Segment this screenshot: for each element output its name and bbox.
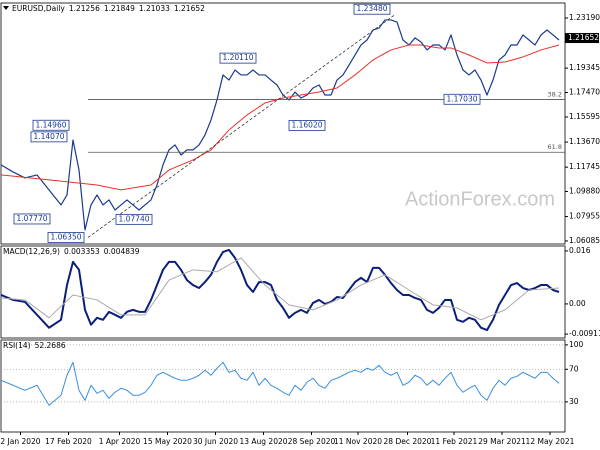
y-tick-label: 0.00 <box>569 299 586 308</box>
annotation-box <box>13 213 51 225</box>
series-line <box>0 257 560 321</box>
header-value: 1.21849 <box>104 4 135 13</box>
annotation-label: 1.06350 <box>50 232 81 241</box>
header-value: 0.003353 <box>64 247 100 256</box>
y-tick-label: 1.15595 <box>569 112 600 121</box>
header-value: 52.2686 <box>35 341 66 350</box>
header-value: 0.004839 <box>104 247 140 256</box>
y-tick-label: 1.09880 <box>569 186 600 195</box>
price-annotation: 1.14960 <box>32 119 70 131</box>
series-line <box>0 44 560 191</box>
x-tick-label: 11 Feb 2021 <box>431 437 478 446</box>
header-title: RSI(14) <box>3 341 31 350</box>
x-tick-label: 11 Nov 2020 <box>334 437 382 446</box>
y-tick-label: 70 <box>569 364 579 373</box>
annotation-label: 1.20110 <box>222 53 253 62</box>
y-tick-label: -0.009116 <box>569 329 600 338</box>
x-tick-label: 12 May 2021 <box>526 437 575 446</box>
price-annotation: 1.07770 <box>13 213 51 225</box>
price-annotation: 1.20110 <box>219 52 257 64</box>
annotation-box <box>115 213 153 225</box>
x-tick-label: 15 May 2020 <box>143 437 192 446</box>
header-value: 1.21652 <box>174 4 205 13</box>
price-annotation: 1.06350 <box>47 232 85 243</box>
series-line <box>0 248 560 332</box>
series-line <box>87 13 396 238</box>
panel-frame <box>0 245 566 339</box>
panel-frame <box>0 339 566 433</box>
annotation-label: 1.17030 <box>446 94 477 103</box>
y-tick-label: 100 <box>569 340 584 349</box>
x-tick-label: 2 Jan 2020 <box>0 437 40 446</box>
annotation-label: 1.16020 <box>291 120 322 129</box>
header-value: 1.21033 <box>139 4 170 13</box>
annotation-label: 1.14070 <box>33 132 64 141</box>
x-tick-label: 17 Feb 2020 <box>45 437 92 446</box>
y-tick-label: 1.23190 <box>569 13 600 22</box>
annotation-label: 1.14960 <box>35 120 66 129</box>
y-tick-label: 1.17470 <box>569 88 600 97</box>
header-title: MACD(12,26,9) <box>3 247 60 256</box>
annotation-box <box>353 3 391 15</box>
y-tick-label: 1.13670 <box>569 137 600 146</box>
x-tick-label: 29 Mar 2021 <box>478 437 526 446</box>
price-annotation: 1.14070 <box>30 131 68 143</box>
x-tick-label: 30 Jun 2020 <box>193 437 238 446</box>
price-tag-label: 1.21652 <box>568 33 599 42</box>
annotation-box <box>47 232 85 243</box>
y-tick-label: 1.19345 <box>569 63 600 72</box>
annotation-box <box>219 52 257 64</box>
series-line <box>0 361 560 406</box>
price-annotation: 1.07740 <box>115 213 153 225</box>
price-annotation: 1.16020 <box>288 120 326 131</box>
annotation-box <box>443 93 481 105</box>
watermark: ActionForex.com <box>405 188 555 210</box>
x-tick-label: 28 Sep 2020 <box>288 437 336 446</box>
x-tick-label: 28 Dec 2020 <box>384 437 432 446</box>
series-line <box>0 19 560 231</box>
fib-label: 38.2 <box>548 90 562 98</box>
y-tick-label: 1.07955 <box>569 212 600 221</box>
x-tick-label: 1 Apr 2020 <box>99 437 141 446</box>
annotation-label: 1.07740 <box>118 214 149 223</box>
fib-label: 61.8 <box>548 143 562 151</box>
annotation-label: 1.07770 <box>16 214 47 223</box>
menu-icon <box>3 6 9 10</box>
panel-frame <box>0 2 566 245</box>
x-tick-label: 13 Aug 2020 <box>239 437 287 446</box>
annotation-box <box>32 119 70 131</box>
y-tick-label: 1.06085 <box>569 236 600 245</box>
y-tick-label: 0.016 <box>569 246 591 255</box>
annotation-box <box>30 131 68 143</box>
y-tick-label: 30 <box>569 397 579 406</box>
annotation-box <box>288 120 326 131</box>
header-title: EURUSD,Daily <box>12 4 65 13</box>
header-value: 1.21256 <box>69 4 100 13</box>
price-tag <box>565 33 599 44</box>
price-annotation: 1.23480 <box>353 3 391 15</box>
annotation-label: 1.23480 <box>356 4 387 13</box>
price-annotation: 1.17030 <box>443 93 481 105</box>
y-tick-label: 1.11745 <box>569 162 600 171</box>
